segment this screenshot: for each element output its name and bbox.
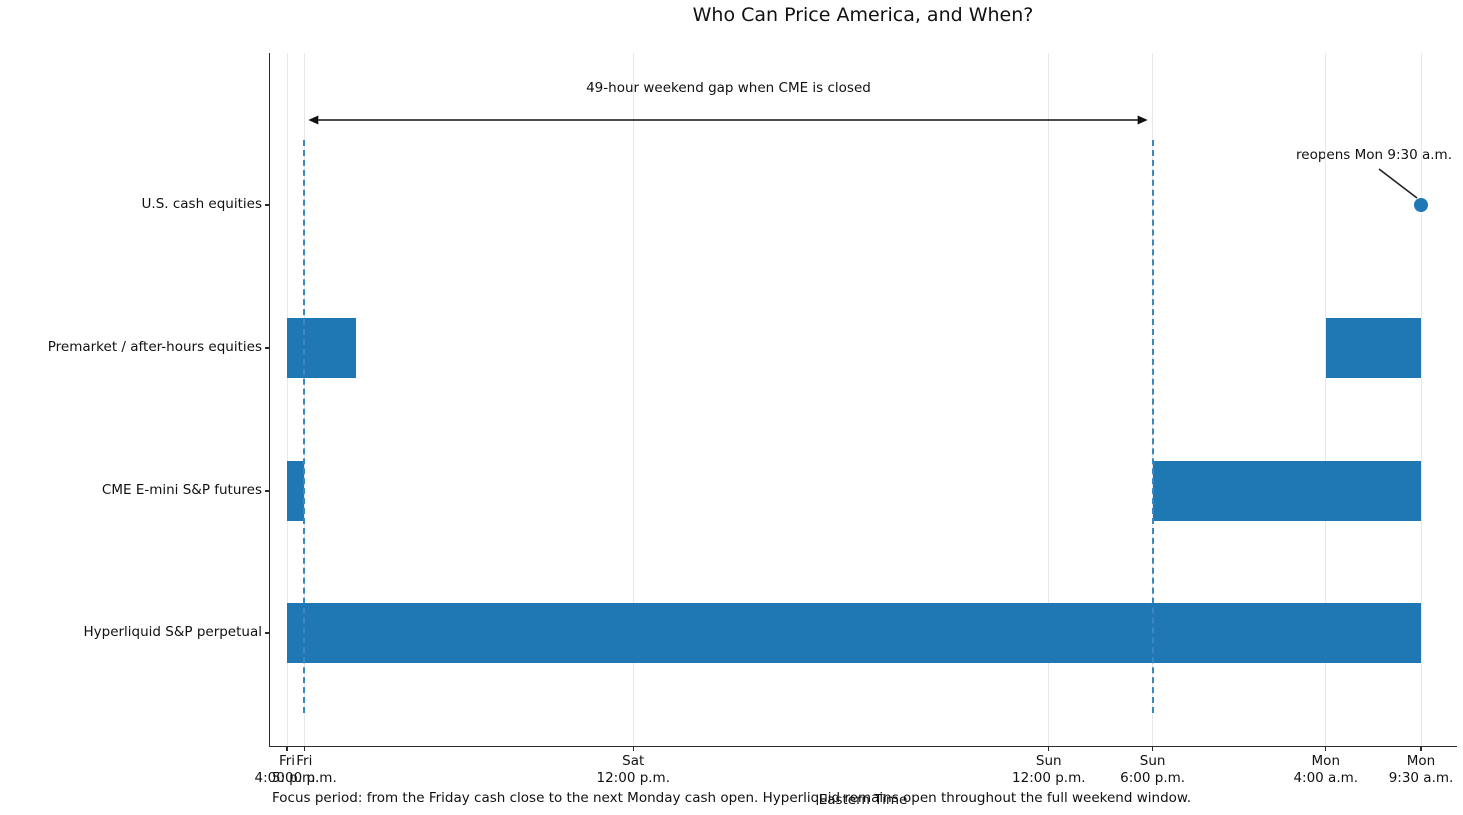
plot-area	[270, 53, 1456, 746]
dashed-guide	[1151, 140, 1154, 713]
tick-day: Mon	[1311, 753, 1340, 769]
tick-day: Mon	[1406, 753, 1436, 769]
tick-time: 6:00 p.m.	[1120, 770, 1186, 786]
x-tick-mark	[1048, 746, 1050, 751]
dashed-guide	[303, 140, 306, 713]
reopen-marker-dot	[1414, 198, 1428, 212]
x-tick-mark	[303, 746, 305, 751]
x-tick-label: Mon 9:30 a.m.	[1351, 753, 1463, 787]
y-axis-label: CME E-mini S&P futures	[101, 482, 262, 498]
tick-day: Sun	[1035, 753, 1062, 769]
x-tick-label: Sat 12:00 p.m.	[563, 753, 703, 787]
gridline	[1048, 53, 1050, 746]
tick-time: 12:00 p.m.	[596, 770, 671, 786]
reopens-annotation-text: reopens Mon 9:30 a.m.	[1296, 147, 1452, 163]
x-tick-label: Fri 5:00 p.m.	[234, 753, 374, 787]
x-tick-mark	[1420, 746, 1422, 751]
x-axis-label: Eastern Time	[818, 792, 908, 808]
y-axis-label: Premarket / after-hours equities	[47, 339, 262, 355]
gridline	[1325, 53, 1327, 746]
tick-day: Sat	[622, 753, 645, 769]
y-axis-label: U.S. cash equities	[141, 196, 262, 212]
chart-title: Who Can Price America, and When?	[692, 4, 1034, 26]
x-tick-label: Sun 12:00 p.m.	[979, 753, 1119, 787]
y-tick-mark	[265, 347, 270, 349]
gridline	[286, 53, 288, 746]
tick-day: Fri	[278, 753, 296, 769]
gridline	[1420, 53, 1422, 746]
x-axis-spine	[268, 745, 1457, 747]
x-tick-label: Mon 4:00 a.m.	[1256, 753, 1396, 787]
x-tick-label: Sun 6:00 p.m.	[1083, 753, 1223, 787]
availability-bar	[287, 603, 1421, 663]
availability-bar	[287, 461, 305, 521]
tick-time: 12:00 p.m.	[1012, 770, 1086, 786]
gridline	[632, 53, 634, 746]
availability-bar	[1325, 318, 1421, 378]
y-tick-mark	[265, 490, 270, 492]
tick-time: 4:00 p.m.	[254, 770, 320, 786]
tick-time: 9:30 a.m.	[1388, 770, 1454, 786]
tick-day: Sun	[1139, 753, 1166, 769]
x-tick-mark	[1152, 746, 1154, 751]
x-tick-mark	[1325, 746, 1327, 751]
gap-annotation-text: 49-hour weekend gap when CME is closed	[586, 80, 871, 96]
tick-time: 5:00 p.m.	[271, 770, 337, 786]
y-tick-mark	[265, 204, 270, 206]
availability-bar	[287, 318, 357, 378]
caption: Focus period: from the Friday cash close…	[272, 790, 1191, 806]
x-tick-mark	[286, 746, 288, 751]
y-tick-mark	[265, 632, 270, 634]
tick-day: Fri	[296, 753, 313, 769]
x-tick-label: Fri 4:00 p.m.	[217, 753, 357, 787]
tick-time: 4:00 a.m.	[1293, 770, 1359, 786]
y-axis-label: Hyperliquid S&P perpetual	[83, 624, 262, 640]
availability-bar	[1152, 461, 1421, 521]
x-tick-mark	[632, 746, 634, 751]
y-axis-spine	[268, 53, 271, 747]
